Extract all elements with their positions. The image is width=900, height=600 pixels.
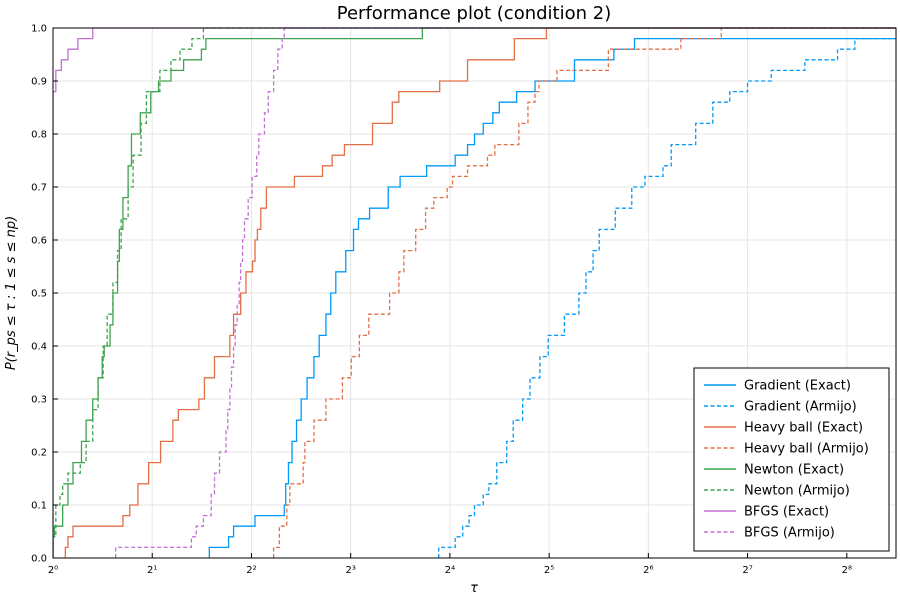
y-tick-label: 0.7 <box>31 183 47 194</box>
series-group <box>53 27 896 558</box>
series-line-1 <box>208 37 896 558</box>
legend-entry: Newton (Exact) <box>744 463 844 478</box>
x-tick-label: 2⁷ <box>742 565 752 576</box>
x-tick-label: 2⁰ <box>48 565 58 576</box>
legend-entry: Heavy ball (Exact) <box>744 421 863 436</box>
series-line-6 <box>53 27 896 558</box>
y-tick-label: 0.1 <box>31 501 47 512</box>
x-tick-label: 2² <box>246 565 256 576</box>
x-axis-label: τ <box>470 581 478 596</box>
chart-title: Performance plot (condition 2) <box>337 3 611 24</box>
y-tick-label: 0.3 <box>31 395 47 406</box>
y-tick-label: 0.9 <box>31 77 47 88</box>
y-tick-label: 0.0 <box>31 554 47 565</box>
series-line-3 <box>64 27 896 558</box>
legend-entry: BFGS (Armijo) <box>744 526 835 541</box>
legend-entry: Gradient (Armijo) <box>744 400 857 415</box>
axes: 2⁰ 2¹ 2² 2³ 2⁴ 2⁵ 2⁶ 2⁷ 2⁸ 0.0 0.1 0.2 0.3 0.4 0.5 0.6 0… <box>31 24 897 576</box>
legend-box <box>693 367 890 552</box>
series-line-4 <box>272 27 896 558</box>
x-tick-label: 2⁶ <box>643 565 653 576</box>
legend-entry: Newton (Armijo) <box>744 484 850 499</box>
x-tick-label: 2⁵ <box>544 565 554 576</box>
y-tick-label: 0.5 <box>31 289 47 300</box>
series-line-8 <box>115 27 896 558</box>
y-tick-label: 0.6 <box>31 236 47 247</box>
x-tick-label: 2¹ <box>147 565 157 576</box>
y-axis-label: P(r_ps ≤ τ : 1 ≤ s ≤ np) <box>4 216 19 370</box>
y-tick-label: 0.2 <box>31 448 47 459</box>
series-line-7 <box>53 27 896 558</box>
y-tick-label: 0.8 <box>31 130 47 141</box>
x-tick-label: 2³ <box>345 565 355 576</box>
legend-entry: BFGS (Exact) <box>744 505 829 520</box>
series-layer <box>53 27 896 558</box>
legend: Gradient (Exact) Gradient (Armijo) Heavy b… <box>693 367 890 552</box>
x-tick-label: 2⁴ <box>445 565 455 576</box>
legend-entry: Heavy ball (Armijo) <box>744 442 869 457</box>
x-tick-label: 2⁸ <box>842 565 852 576</box>
y-tick-label: 1.0 <box>31 24 47 35</box>
series-line-2 <box>438 37 896 558</box>
series-line-5 <box>53 27 896 558</box>
legend-entry: Gradient (Exact) <box>744 379 851 394</box>
y-tick-label: 0.4 <box>31 342 47 353</box>
